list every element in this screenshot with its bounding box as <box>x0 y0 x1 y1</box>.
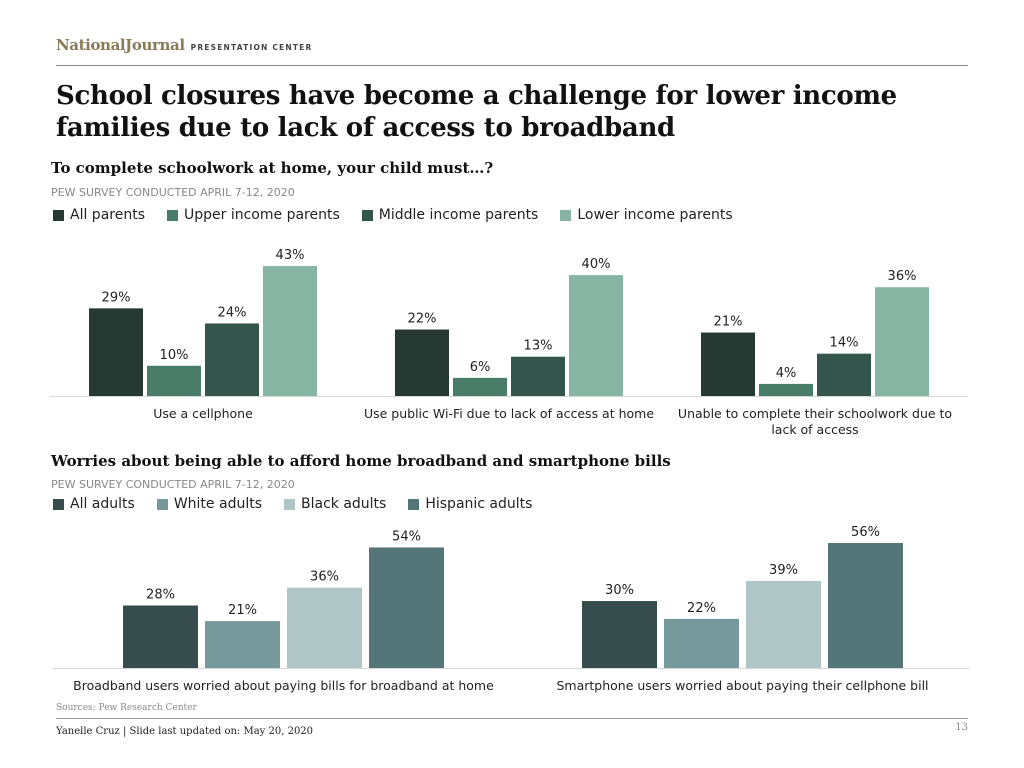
data-label: 36% <box>310 570 339 585</box>
legend-swatch <box>284 498 295 510</box>
data-label: 54% <box>392 529 421 544</box>
chart2-title: Worries about being able to afford home … <box>51 452 671 470</box>
bar-black-adults-2 <box>746 580 821 668</box>
legend-item-all-adults: All adults <box>53 496 135 512</box>
legend-label: All parents <box>70 207 145 223</box>
brand-name: NationalJournal <box>56 36 185 54</box>
data-label: 56% <box>851 525 880 540</box>
bar-black-adults-1 <box>287 587 362 668</box>
chart2-plot: 28% 21% 36% 54% Broadband users worried abou… <box>53 525 970 693</box>
data-label: 22% <box>687 601 716 616</box>
legend-swatch <box>361 209 373 221</box>
chart2-subtitle: PEW SURVEY CONDUCTED APRIL 7-12, 2020 <box>51 478 295 491</box>
legend-item-white-adults: White adults <box>156 496 262 512</box>
legend-label: Upper income parents <box>184 207 340 223</box>
legend-item-black-adults: Black adults <box>284 496 386 512</box>
category-label: Smartphone users worried about paying th… <box>556 678 928 693</box>
bar-lower-income-parents-2 <box>569 275 623 396</box>
legend-swatch <box>156 498 168 510</box>
chart1-subtitle: PEW SURVEY CONDUCTED APRIL 7-12, 2020 <box>51 186 295 199</box>
legend-label: Middle income parents <box>378 207 539 223</box>
chart2-legend: All adults White adults Black adults Hispan… <box>53 496 554 512</box>
bar-hispanic-adults-1 <box>369 547 444 668</box>
brand-subtitle: PRESENTATION CENTER <box>190 43 313 52</box>
data-label: 43% <box>276 248 305 263</box>
bar-middle-income-parents-1 <box>205 323 259 396</box>
category-label: Use public Wi-Fi due to lack of access a… <box>364 406 654 421</box>
bar-white-adults-2 <box>664 618 739 668</box>
legend-label: All adults <box>70 496 135 512</box>
chart1-legend: All parents Upper income parents Middle in… <box>53 207 755 223</box>
legend-item-lower-income-parents: Lower income parents <box>560 207 733 223</box>
legend-label: White adults <box>173 496 262 512</box>
legend-item-hispanic-adults: Hispanic adults <box>408 496 532 512</box>
data-label: 21% <box>228 603 257 618</box>
category-label: Broadband users worried about paying bil… <box>73 678 494 693</box>
data-label: 29% <box>102 290 131 305</box>
data-label: 24% <box>218 305 247 320</box>
data-label: 36% <box>888 269 917 284</box>
category-label: Use a cellphone <box>153 406 253 421</box>
bar-lower-income-parents-3 <box>875 287 929 396</box>
bottom-rule <box>56 718 968 719</box>
data-label: 6% <box>470 360 491 375</box>
category-label: Unable to complete their schoolwork due … <box>678 406 952 437</box>
chart1-plot: 29% 10% 24% 43% Use a cellphone 22% 6% 13% 40% Us… <box>50 248 968 437</box>
bar-white-adults-1 <box>205 621 280 668</box>
data-label: 22% <box>408 312 437 327</box>
data-label: 13% <box>524 339 553 354</box>
data-label: 30% <box>605 583 634 598</box>
legend-label: Black adults <box>301 496 387 512</box>
bar-all-adults-2 <box>582 601 657 668</box>
chart1-title: To complete schoolwork at home, your chi… <box>51 159 494 177</box>
brand-logo: NationalJournal PRESENTATION CENTER <box>56 36 312 54</box>
data-label: 14% <box>830 336 859 351</box>
bar-all-parents-3 <box>701 332 755 396</box>
legend-item-upper-income-parents: Upper income parents <box>167 207 340 223</box>
data-label: 21% <box>714 315 743 330</box>
legend-item-all-parents: All parents <box>53 207 145 223</box>
legend-label: Lower income parents <box>577 207 733 223</box>
slide-title: School closures have become a challenge … <box>56 81 897 143</box>
data-label: 4% <box>776 366 797 381</box>
legend-swatch <box>167 209 178 221</box>
bar-upper-income-parents-1 <box>147 365 201 396</box>
bar-upper-income-parents-3 <box>759 383 813 396</box>
top-rule <box>56 65 968 66</box>
data-label: 10% <box>160 348 189 363</box>
bar-upper-income-parents-2 <box>453 377 507 396</box>
legend-label: Hispanic adults <box>425 496 533 512</box>
sources-note: Sources: Pew Research Center <box>56 703 197 713</box>
bar-middle-income-parents-3 <box>817 353 871 396</box>
bar-all-parents-2 <box>395 329 449 396</box>
data-label: 40% <box>582 257 611 272</box>
data-label: 39% <box>769 563 798 578</box>
data-label: 28% <box>146 588 175 603</box>
legend-swatch <box>53 498 64 510</box>
page-number: 13 <box>955 722 968 733</box>
legend-item-middle-income-parents: Middle income parents <box>361 207 539 223</box>
bar-lower-income-parents-1 <box>263 266 317 396</box>
legend-swatch <box>408 498 420 510</box>
bar-all-adults-1 <box>123 605 198 668</box>
legend-swatch <box>560 209 572 221</box>
legend-swatch <box>53 209 64 221</box>
bar-middle-income-parents-2 <box>511 356 565 396</box>
bar-all-parents-1 <box>89 308 143 396</box>
bar-hispanic-adults-2 <box>828 543 903 668</box>
footer-author: Yanelle Cruz | Slide last updated on: Ma… <box>56 726 314 737</box>
